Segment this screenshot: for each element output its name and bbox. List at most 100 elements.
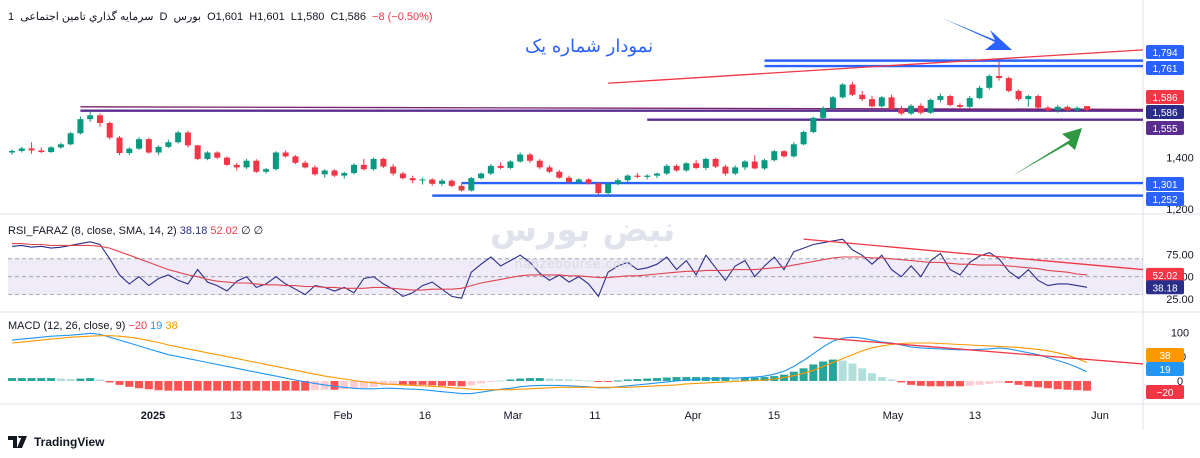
watermark-url: nabzebourse.com: [515, 256, 634, 271]
macd-histogram-bar: [1043, 380, 1052, 389]
price-label-text: 1,761: [1152, 64, 1177, 75]
candle-body: [272, 152, 279, 170]
interval-label: 1: [8, 11, 15, 23]
time-tick-label: 16: [419, 410, 431, 422]
price-label-tag: [1146, 61, 1184, 75]
macd-histogram-bar: [555, 379, 564, 381]
candle-body: [1044, 107, 1051, 111]
time-tick-label: 13: [969, 410, 981, 422]
candle-body: [48, 147, 55, 152]
time-tick-label: Feb: [334, 410, 353, 422]
candle-body: [224, 157, 230, 165]
macd-histogram-bar: [418, 380, 427, 385]
candle-body: [136, 139, 143, 149]
candle-body: [556, 171, 563, 178]
macd-histogram-bar: [105, 380, 114, 383]
candle-body: [155, 146, 162, 153]
candle-body: [116, 137, 123, 154]
candle-body: [38, 150, 45, 152]
macd-histogram-bar: [838, 360, 847, 381]
trendline: [608, 49, 1144, 84]
macd-value-text: 38: [1159, 351, 1171, 362]
candle-body: [214, 152, 221, 158]
candle-body: [937, 96, 944, 100]
rsi-ma-line: [12, 243, 1088, 291]
rsi-value-text: 52.02: [1152, 271, 1177, 282]
macd-legend[interactable]: MACD (12, 26, close, 9) −20 19 38: [8, 320, 178, 332]
candle-body: [810, 117, 817, 132]
candle-body: [380, 158, 387, 167]
candle-body: [859, 94, 866, 100]
macd-histogram-bar: [447, 380, 456, 386]
macd-histogram-bar: [428, 380, 437, 386]
macd-histogram-bar: [1024, 380, 1033, 387]
candle-body: [302, 162, 309, 168]
annotation-title: نمودار شماره یک: [525, 36, 654, 57]
candle-body: [507, 161, 514, 168]
candle-body: [781, 151, 788, 157]
brand-name: TradingView: [34, 435, 105, 449]
open-value: O1,601: [207, 11, 244, 23]
candle-body: [732, 167, 739, 174]
candle-body: [888, 97, 895, 109]
candle-body: [1035, 96, 1042, 108]
rsi-legend[interactable]: RSI_FARAZ (8, close, SMA, 14, 2) 38.18 5…: [8, 224, 263, 237]
macd-histogram-bar: [379, 380, 388, 386]
price-label-tag: [1146, 90, 1184, 104]
macd-histogram-bar: [848, 363, 857, 381]
macd-histogram-bar: [291, 380, 300, 391]
time-tick-label: 11: [589, 410, 600, 422]
macd-histogram-bar: [897, 380, 906, 383]
macd-histogram-bar: [183, 380, 192, 391]
macd-histogram-bar: [731, 377, 740, 381]
candle-body: [106, 122, 113, 138]
tradingview-logo[interactable]: TradingView: [8, 435, 104, 449]
price-label-text: 1,586: [1152, 93, 1177, 104]
candle-body: [976, 87, 983, 99]
macd-histogram-bar: [66, 379, 75, 381]
candle-body: [487, 165, 494, 174]
candle-body: [605, 183, 612, 194]
trendline: [80, 106, 1144, 111]
candle-body: [673, 165, 680, 171]
macd-histogram-bar: [535, 378, 544, 381]
symbol-name[interactable]: سرمایه گذاري تامین اجتماعی: [20, 11, 154, 23]
macd-histogram-bar: [525, 378, 534, 381]
candle-body: [263, 169, 270, 172]
price-label-text: 1,794: [1152, 48, 1177, 59]
candle-body: [1064, 106, 1071, 111]
candle-body: [575, 179, 582, 183]
candle-body: [820, 108, 827, 118]
candle-body: [126, 148, 133, 154]
candle-body: [908, 105, 915, 114]
price-label-text: 1,586: [1152, 108, 1177, 119]
time-tick-label: Mar: [504, 410, 523, 422]
candle-body: [839, 84, 846, 98]
macd-histogram-bar: [995, 380, 1004, 383]
price-tick-label: 1,400: [1166, 153, 1194, 165]
candle-body: [546, 167, 553, 172]
candle-body: [996, 76, 1003, 79]
candle-body: [292, 156, 299, 163]
macd-histogram-bar: [721, 377, 730, 381]
macd-histogram-bar: [95, 379, 104, 381]
macd-histogram-bar: [457, 380, 466, 387]
price-tick-label: 1,200: [1166, 204, 1194, 216]
candle-body: [282, 152, 289, 157]
macd-histogram-bar: [47, 378, 56, 381]
rsi-value-tag: [1146, 280, 1184, 295]
time-tick-label: May: [883, 410, 904, 422]
macd-histogram-bar: [86, 378, 95, 381]
time-tick-label: 15: [768, 410, 780, 422]
macd-histogram-bar: [565, 379, 574, 381]
candle-body: [1025, 96, 1032, 100]
time-tick-label: 2025: [141, 410, 165, 422]
candle-body: [28, 148, 35, 151]
macd-title: MACD (12, 26, close, 9): [8, 320, 126, 332]
candle-body: [360, 164, 367, 170]
macd-histogram-bar: [359, 380, 368, 388]
macd-histogram-bar: [17, 378, 26, 381]
rsi-empty-2: ∅: [253, 225, 264, 237]
candle-body: [87, 115, 94, 120]
